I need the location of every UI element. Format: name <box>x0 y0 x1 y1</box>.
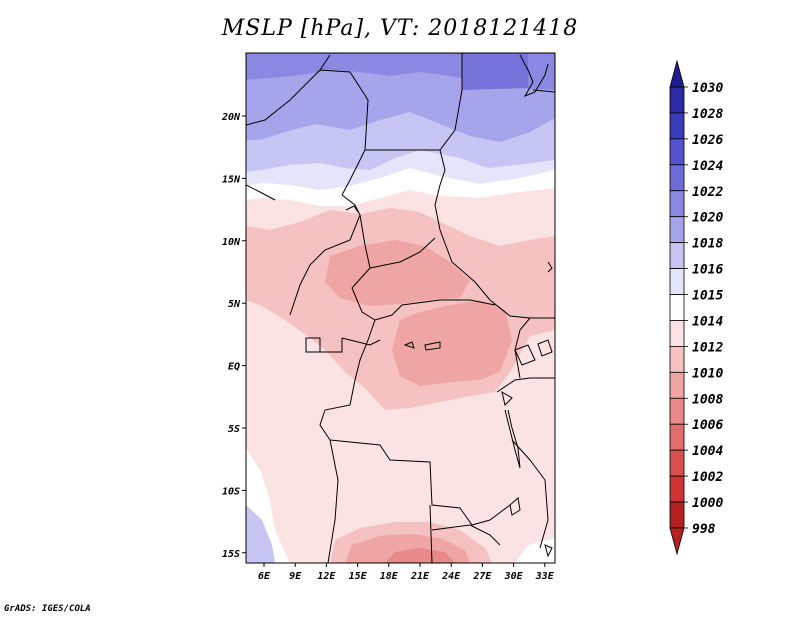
x-tick-label: 33E <box>535 571 555 582</box>
x-tick-label: 18E <box>380 571 399 582</box>
map-title: MSLP [hPa], VT: 2018121418 <box>221 16 579 41</box>
country-borders <box>246 53 555 563</box>
colorbar-segment <box>669 242 685 269</box>
colorbar-label: 1006 <box>692 418 723 433</box>
colorbar-label: 1028 <box>692 107 723 122</box>
y-tick-label: 5S <box>228 424 240 435</box>
y-tick-label: 5N <box>228 299 241 310</box>
x-tick-label: 15E <box>349 571 368 582</box>
colorbar-segment <box>669 449 685 477</box>
coastlines-and-lakes <box>345 54 553 558</box>
x-tick-label: 12E <box>317 571 336 582</box>
x-tick-label: 27E <box>472 571 492 582</box>
grads-credit: GrADS: IGES/COLA <box>4 604 91 614</box>
colorbar-bottom-arrow <box>669 527 685 556</box>
white-southeast-corner <box>515 538 555 563</box>
colorbar-label: 1030 <box>692 81 723 96</box>
low-pressure-south-1006 <box>385 548 455 563</box>
colorbar-label: 1010 <box>692 366 723 381</box>
colorbar-label: 1000 <box>692 496 723 511</box>
colorbar-segment <box>669 423 685 451</box>
x-axis-ticks: 6E 9E 12E 15E 18E 21E 24E 27E 30E 33E <box>258 563 555 582</box>
high-pressure-southwest <box>246 505 275 563</box>
colorbar-segment <box>669 294 685 321</box>
colorbar-label: 1026 <box>692 133 723 148</box>
y-tick-label: EQ <box>228 362 240 373</box>
colorbar-label: 1004 <box>692 444 723 459</box>
x-tick-label: 30E <box>504 571 524 582</box>
colorbar-label: 1012 <box>692 340 723 355</box>
colorbar-label: 1016 <box>692 263 723 278</box>
colorbar-segment <box>669 112 685 140</box>
colorbar-segment <box>669 397 685 425</box>
colorbar-label: 1014 <box>692 314 723 329</box>
colorbar-segment <box>669 216 685 244</box>
colorbar-segment <box>669 345 685 373</box>
low-pressure-1010-chad <box>325 240 470 306</box>
colorbar-label: 1008 <box>692 392 723 407</box>
x-tick-label: 6E <box>258 571 271 582</box>
y-tick-label: 10S <box>222 486 240 497</box>
colorbar-segment <box>669 190 685 218</box>
colorbar-segment <box>669 371 685 399</box>
colorbar-segment <box>669 86 685 114</box>
colorbar-label: 998 <box>692 522 716 537</box>
y-tick-label: 20N <box>221 112 241 123</box>
white-1014-sahel-band <box>246 168 555 206</box>
colorbar-segment <box>669 501 685 529</box>
colorbar-segment <box>669 268 685 295</box>
colorbar-label: 1022 <box>692 185 723 200</box>
colorbar-label: 1024 <box>692 159 723 174</box>
x-tick-label: 21E <box>410 571 430 582</box>
colorbar-top-arrow <box>669 59 685 88</box>
colorbar-label: 1002 <box>692 470 723 485</box>
colorbar-segment <box>669 164 685 192</box>
x-tick-label: 9E <box>289 571 302 582</box>
map-border <box>245 52 556 564</box>
high-pressure-1022-patch <box>462 53 528 90</box>
x-tick-label: 24E <box>441 571 461 582</box>
pressure-field <box>246 53 555 563</box>
colorbar-segment <box>669 475 685 503</box>
colorbar-label: 1020 <box>692 211 723 226</box>
y-tick-label: 15N <box>222 174 241 185</box>
y-tick-label: 15S <box>222 549 240 560</box>
y-axis-ticks: 20N 15N 10N 5N EQ 5S 10S 15S <box>221 112 246 560</box>
colorbar-label: 1018 <box>692 237 723 252</box>
low-pressure-1010-congo <box>392 300 512 386</box>
colorbar-segment <box>669 138 685 166</box>
colorbar-label: 1015 <box>692 289 723 304</box>
colorbar-segment <box>669 320 685 347</box>
y-tick-label: 10N <box>222 237 241 248</box>
